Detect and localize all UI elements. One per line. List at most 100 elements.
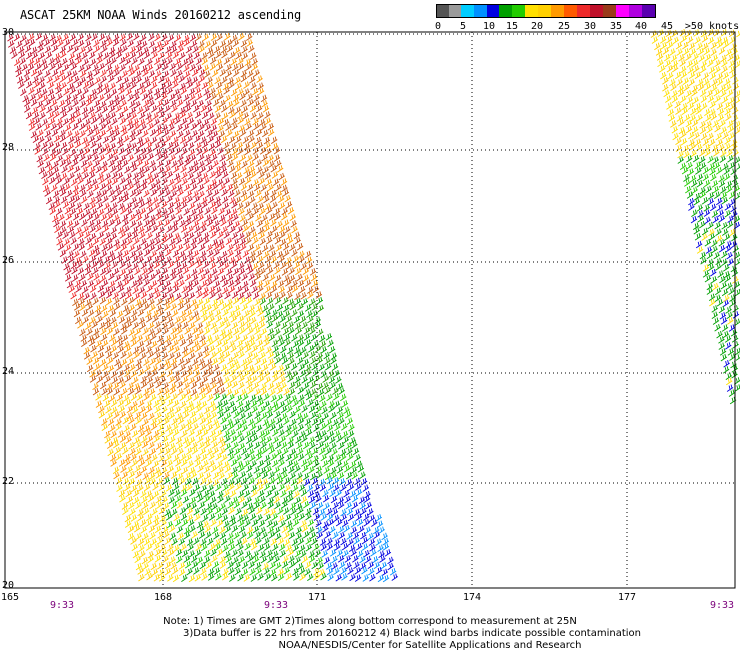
wind-barb (70, 237, 77, 245)
wind-barb (696, 173, 704, 182)
wind-barb (194, 574, 202, 582)
wind-barb (233, 220, 241, 229)
wind-barb (322, 489, 329, 498)
wind-barb (186, 514, 194, 522)
wind-barb (94, 219, 102, 227)
wind-barb (330, 495, 338, 504)
wind-barb (113, 297, 120, 305)
wind-barb (226, 129, 233, 137)
wind-barb (371, 519, 378, 527)
wind-barb (161, 435, 169, 444)
wind-barb (50, 123, 57, 131)
wind-barb (220, 538, 228, 546)
wind-barb (126, 208, 133, 216)
wind-barb (260, 501, 267, 510)
wind-barb (49, 148, 57, 156)
wind-barb (233, 304, 241, 313)
wind-barb (161, 406, 168, 414)
wind-barb (59, 220, 67, 228)
wind-barb (144, 453, 152, 462)
wind-barb (119, 56, 126, 65)
wind-barb (235, 507, 242, 516)
wind-barb (181, 574, 188, 583)
wind-barb (212, 304, 219, 312)
wind-barb (273, 404, 280, 413)
wind-barb (734, 347, 740, 356)
wind-barb (269, 388, 276, 397)
wind-barb (711, 54, 719, 62)
wind-barb (265, 178, 273, 187)
wind-barb (345, 562, 352, 570)
wind-barb (692, 154, 700, 163)
wind-barb (146, 147, 153, 155)
wind-barb (125, 436, 132, 444)
wind-barb (180, 453, 187, 461)
wind-barb (105, 291, 113, 299)
wind-barb (722, 41, 730, 49)
wind-barb (176, 525, 184, 534)
wind-barb (345, 441, 352, 450)
wind-barb (192, 340, 200, 348)
wind-barb (248, 76, 256, 84)
wind-barb (142, 129, 149, 138)
wind-barb (130, 82, 137, 90)
wind-barb (214, 135, 222, 144)
wind-barb (142, 562, 149, 570)
wind-barb (136, 454, 144, 463)
wind-barb (241, 364, 249, 372)
wind-barb (98, 147, 106, 155)
wind-barb (221, 454, 228, 462)
wind-barb (148, 328, 155, 336)
wind-barb (122, 279, 130, 287)
wind-barb (254, 472, 262, 480)
wind-barb (217, 124, 224, 133)
wind-barb (272, 370, 279, 378)
wind-barb (169, 154, 176, 162)
wind-barb (154, 184, 162, 192)
wind-barb (147, 555, 154, 564)
wind-barb (255, 537, 262, 545)
legend-label-30: 30 (583, 21, 597, 32)
wind-barb (162, 99, 170, 107)
wind-barb (113, 471, 120, 480)
wind-barb (306, 262, 314, 270)
wind-barb (312, 285, 320, 293)
wind-barb (171, 309, 179, 318)
wind-barb (153, 346, 161, 354)
wind-barb (53, 219, 60, 228)
wind-barb (195, 118, 202, 127)
wind-barb (44, 130, 52, 138)
wind-barb (135, 358, 142, 367)
wind-barb (149, 273, 156, 282)
wind-barb (287, 206, 295, 215)
wind-barb (261, 364, 269, 372)
wind-barb (44, 160, 52, 169)
wind-barb (236, 225, 244, 234)
wind-barb (285, 453, 292, 462)
wind-barb (302, 531, 310, 539)
wind-barb (197, 472, 205, 480)
wind-barb (74, 279, 82, 288)
wind-barb (267, 382, 275, 390)
wind-barb (284, 339, 291, 347)
wind-barb (229, 225, 236, 234)
legend-swatch (603, 5, 616, 17)
wind-barb (718, 143, 725, 152)
wind-barb (188, 489, 196, 497)
wind-barb (313, 490, 320, 499)
wind-barb (145, 513, 153, 521)
wind-barb (184, 561, 192, 569)
wind-barb (267, 496, 275, 505)
wind-barb (37, 45, 44, 53)
wind-barb (143, 136, 150, 145)
wind-barb (122, 190, 129, 199)
wind-barb (207, 310, 214, 319)
wind-barb (60, 196, 68, 204)
wind-barb (211, 502, 218, 511)
wind-barb (667, 108, 675, 117)
wind-barb (82, 112, 89, 120)
wind-barb (302, 472, 310, 481)
wind-barb (195, 285, 202, 293)
wind-barb (130, 339, 138, 347)
wind-barb (42, 177, 49, 186)
